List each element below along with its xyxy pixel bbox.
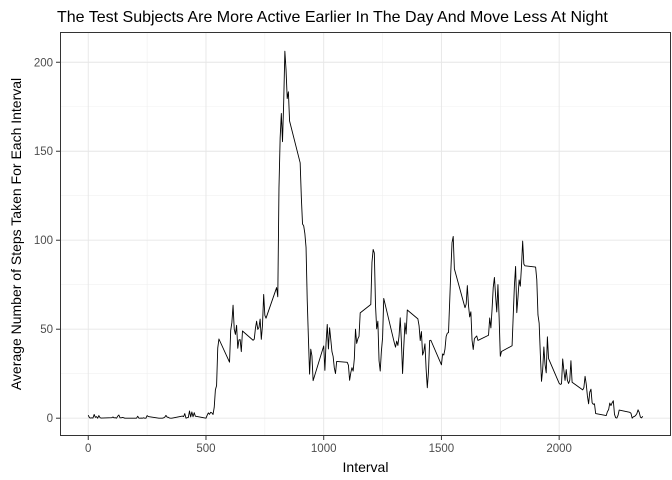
x-axis-ticks: 0 500 1000 1500 2000: [85, 436, 572, 455]
y-axis-ticks: 0 50 100 150 200: [34, 57, 60, 425]
y-tick-label: 50: [40, 324, 53, 336]
x-tick-label: 1500: [429, 443, 455, 455]
x-tick-label: 2000: [546, 443, 572, 455]
minor-gridlines: [60, 32, 671, 436]
y-axis-title: Average Number of Steps Taken For Each I…: [8, 78, 24, 390]
plot-border: [60, 32, 671, 436]
x-axis-title: Interval: [343, 459, 389, 475]
x-tick-label: 0: [85, 443, 91, 455]
x-tick-label: 500: [196, 443, 215, 455]
plot-panel: [60, 32, 671, 436]
major-gridlines: [60, 32, 671, 436]
x-tick-label: 1000: [311, 443, 337, 455]
y-tick-label: 150: [34, 146, 53, 158]
y-tick-label: 0: [47, 413, 53, 425]
y-tick-label: 100: [34, 235, 53, 247]
y-tick-label: 200: [34, 57, 53, 69]
chart-title: The Test Subjects Are More Active Earlie…: [57, 9, 608, 26]
series-line: [87, 50, 644, 419]
